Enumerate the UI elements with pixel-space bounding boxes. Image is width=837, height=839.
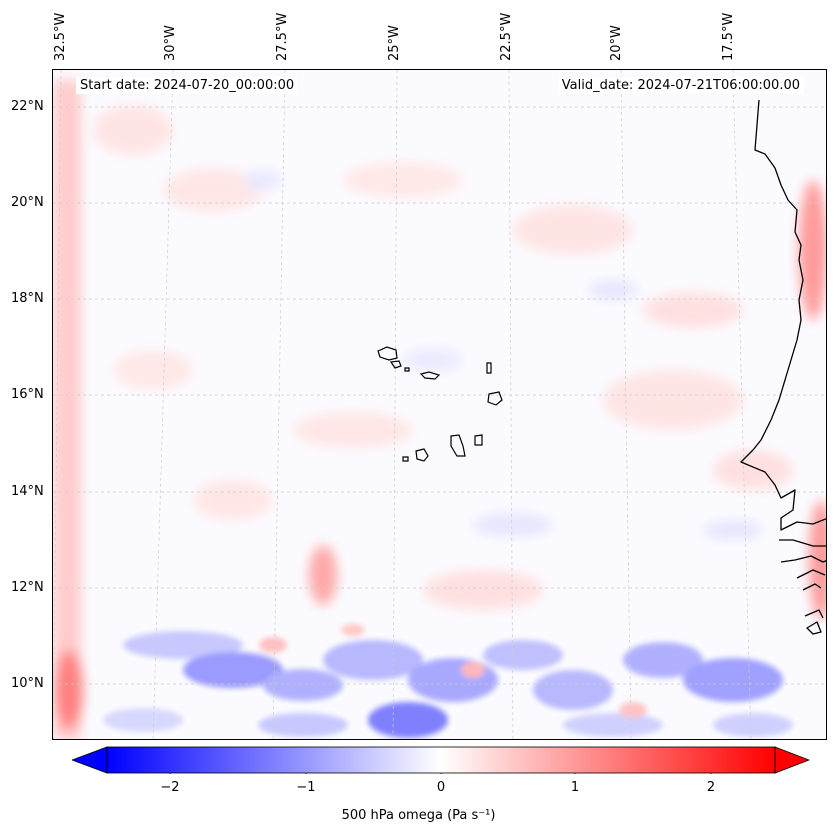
lat-label-16n: 16°N	[11, 387, 44, 402]
lon-label-22-5w: 22.5°W	[499, 12, 514, 61]
valid-date-label: Valid_date: 2024-07-21T06:00:00.00	[557, 77, 804, 94]
cape-verde-islands	[377, 346, 503, 462]
convective-band	[103, 624, 793, 738]
colorbar-tick-neg2: −2	[160, 780, 180, 795]
island-maio	[474, 434, 483, 446]
graticule	[53, 70, 826, 739]
colorbar-tick-neg1: −1	[296, 780, 316, 795]
colorbar-tick-2: 2	[706, 780, 716, 795]
island-brava	[402, 456, 409, 462]
colorbar-tick-0: 0	[436, 780, 446, 795]
island-sao-vicente	[389, 360, 402, 369]
lat-label-22n: 22°N	[11, 99, 44, 114]
lon-label-20w: 20°W	[609, 25, 624, 61]
colorbar-extend-high	[774, 746, 810, 774]
omega-field-map	[53, 70, 826, 739]
lon-label-30w: 30°W	[163, 25, 178, 61]
colorbar-label: 500 hPa omega (Pa s⁻¹)	[341, 808, 496, 823]
lon-label-17-5w: 17.5°W	[721, 12, 736, 61]
omega-field-shading	[53, 80, 826, 739]
lon-label-25w: 25°W	[387, 25, 402, 61]
colorbar-extend-low	[72, 746, 108, 774]
lat-label-10n: 10°N	[11, 676, 44, 691]
africa-coastline	[740, 99, 826, 531]
lat-label-14n: 14°N	[11, 484, 44, 499]
island-santo-antao	[377, 346, 398, 361]
island-boa-vista	[487, 391, 503, 406]
island-sao-nicolau	[419, 371, 441, 380]
lat-label-12n: 12°N	[11, 580, 44, 595]
island-santa-luzia	[404, 367, 410, 372]
colorbar-gradient	[106, 746, 776, 774]
lat-label-18n: 18°N	[11, 291, 44, 306]
island-sal	[486, 362, 492, 374]
coastline	[740, 99, 826, 635]
colorbar	[72, 746, 810, 774]
start-date-label: Start date: 2024-07-20_00:00:00	[76, 77, 299, 94]
gambia-coastline	[779, 539, 826, 547]
island-santiago	[450, 434, 466, 457]
lon-label-27-5w: 27.5°W	[275, 12, 290, 61]
lat-label-20n: 20°N	[11, 195, 44, 210]
guinea-bissau-coastline	[780, 555, 826, 635]
island-fogo	[415, 448, 429, 462]
lon-label-32-5w: 32.5°W	[53, 12, 68, 61]
colorbar-tick-1: 1	[570, 780, 580, 795]
map-panel[interactable]	[52, 69, 827, 740]
